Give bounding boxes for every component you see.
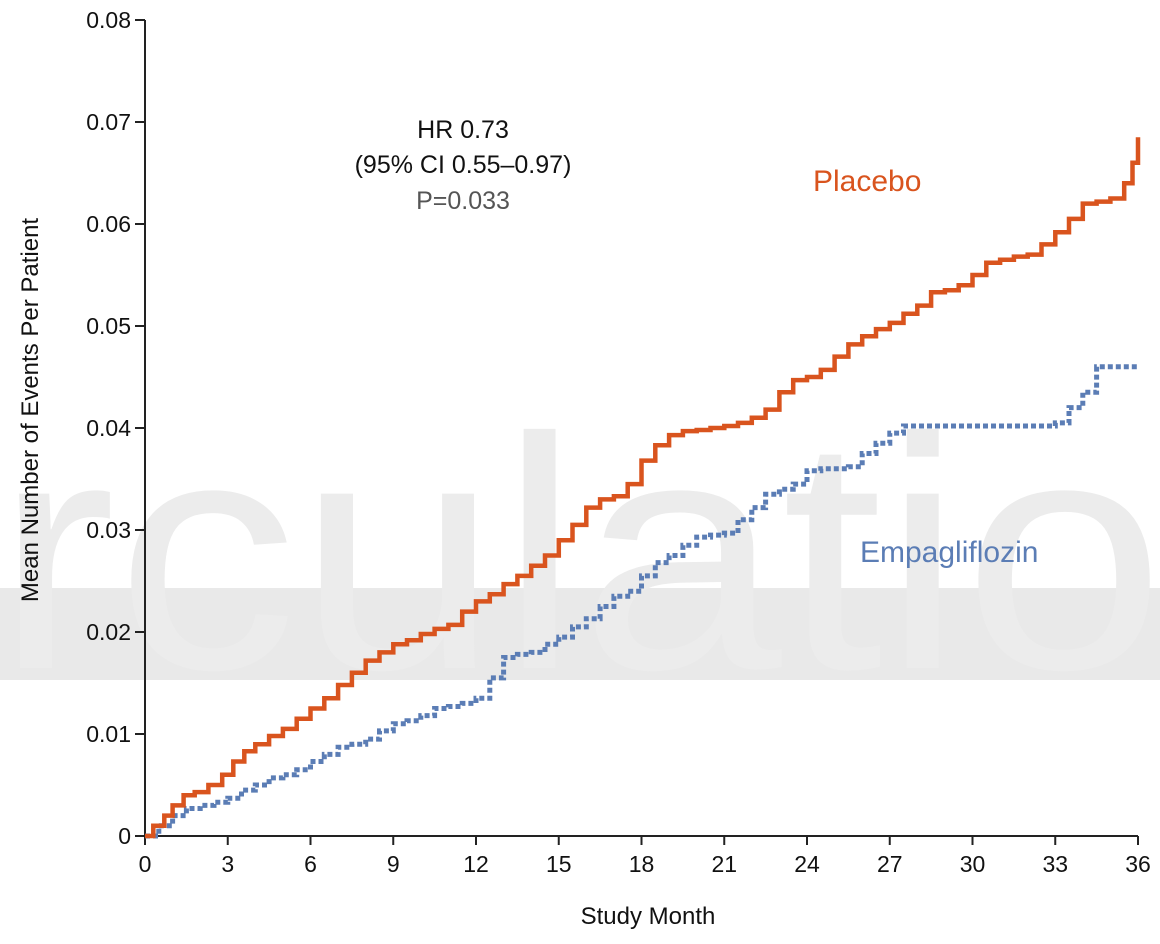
x-tick-label: 27	[877, 851, 903, 877]
x-ticks: 0 3 6 9 12 15 18 21 24 27 30 33 36	[139, 836, 1151, 877]
hazard-ratio-label: HR 0.73	[417, 116, 509, 144]
y-tick-label: 0.03	[86, 517, 131, 543]
confidence-interval-label: (95% CI 0.55–0.97)	[355, 151, 572, 179]
y-tick-label: 0.05	[86, 313, 131, 339]
p-value-label: P=0.033	[416, 187, 510, 215]
x-axis-title: Study Month	[581, 903, 716, 930]
x-tick-label: 0	[139, 851, 152, 877]
watermark-text: rculatio	[0, 369, 1160, 738]
y-axis-title: Mean Number of Events Per Patient	[17, 218, 44, 603]
y-tick-label: 0.02	[86, 619, 131, 645]
watermark-band	[0, 588, 1160, 680]
y-tick-label: 0.06	[86, 211, 131, 237]
x-tick-label: 33	[1042, 851, 1068, 877]
y-tick-label: 0.04	[86, 415, 131, 441]
y-tick-label: 0	[118, 823, 131, 849]
y-tick-label: 0.07	[86, 109, 131, 135]
x-tick-label: 15	[546, 851, 572, 877]
y-ticks: 0 0.01 0.02 0.03 0.04 0.05 0.06 0.07 0.08	[86, 7, 145, 849]
x-tick-label: 36	[1125, 851, 1151, 877]
x-tick-label: 18	[629, 851, 655, 877]
x-tick-label: 3	[221, 851, 234, 877]
x-tick-label: 21	[711, 851, 737, 877]
y-tick-label: 0.01	[86, 721, 131, 747]
x-tick-label: 30	[960, 851, 986, 877]
placebo-series-line	[145, 137, 1141, 839]
placebo-series-label: Placebo	[813, 165, 921, 198]
x-tick-label: 12	[463, 851, 489, 877]
y-tick-label: 0.08	[86, 7, 131, 33]
x-tick-label: 24	[794, 851, 820, 877]
x-tick-label: 6	[304, 851, 317, 877]
empagliflozin-series-label: Empagliflozin	[860, 536, 1038, 569]
x-tick-label: 9	[387, 851, 400, 877]
empagliflozin-series-line	[145, 364, 1138, 839]
